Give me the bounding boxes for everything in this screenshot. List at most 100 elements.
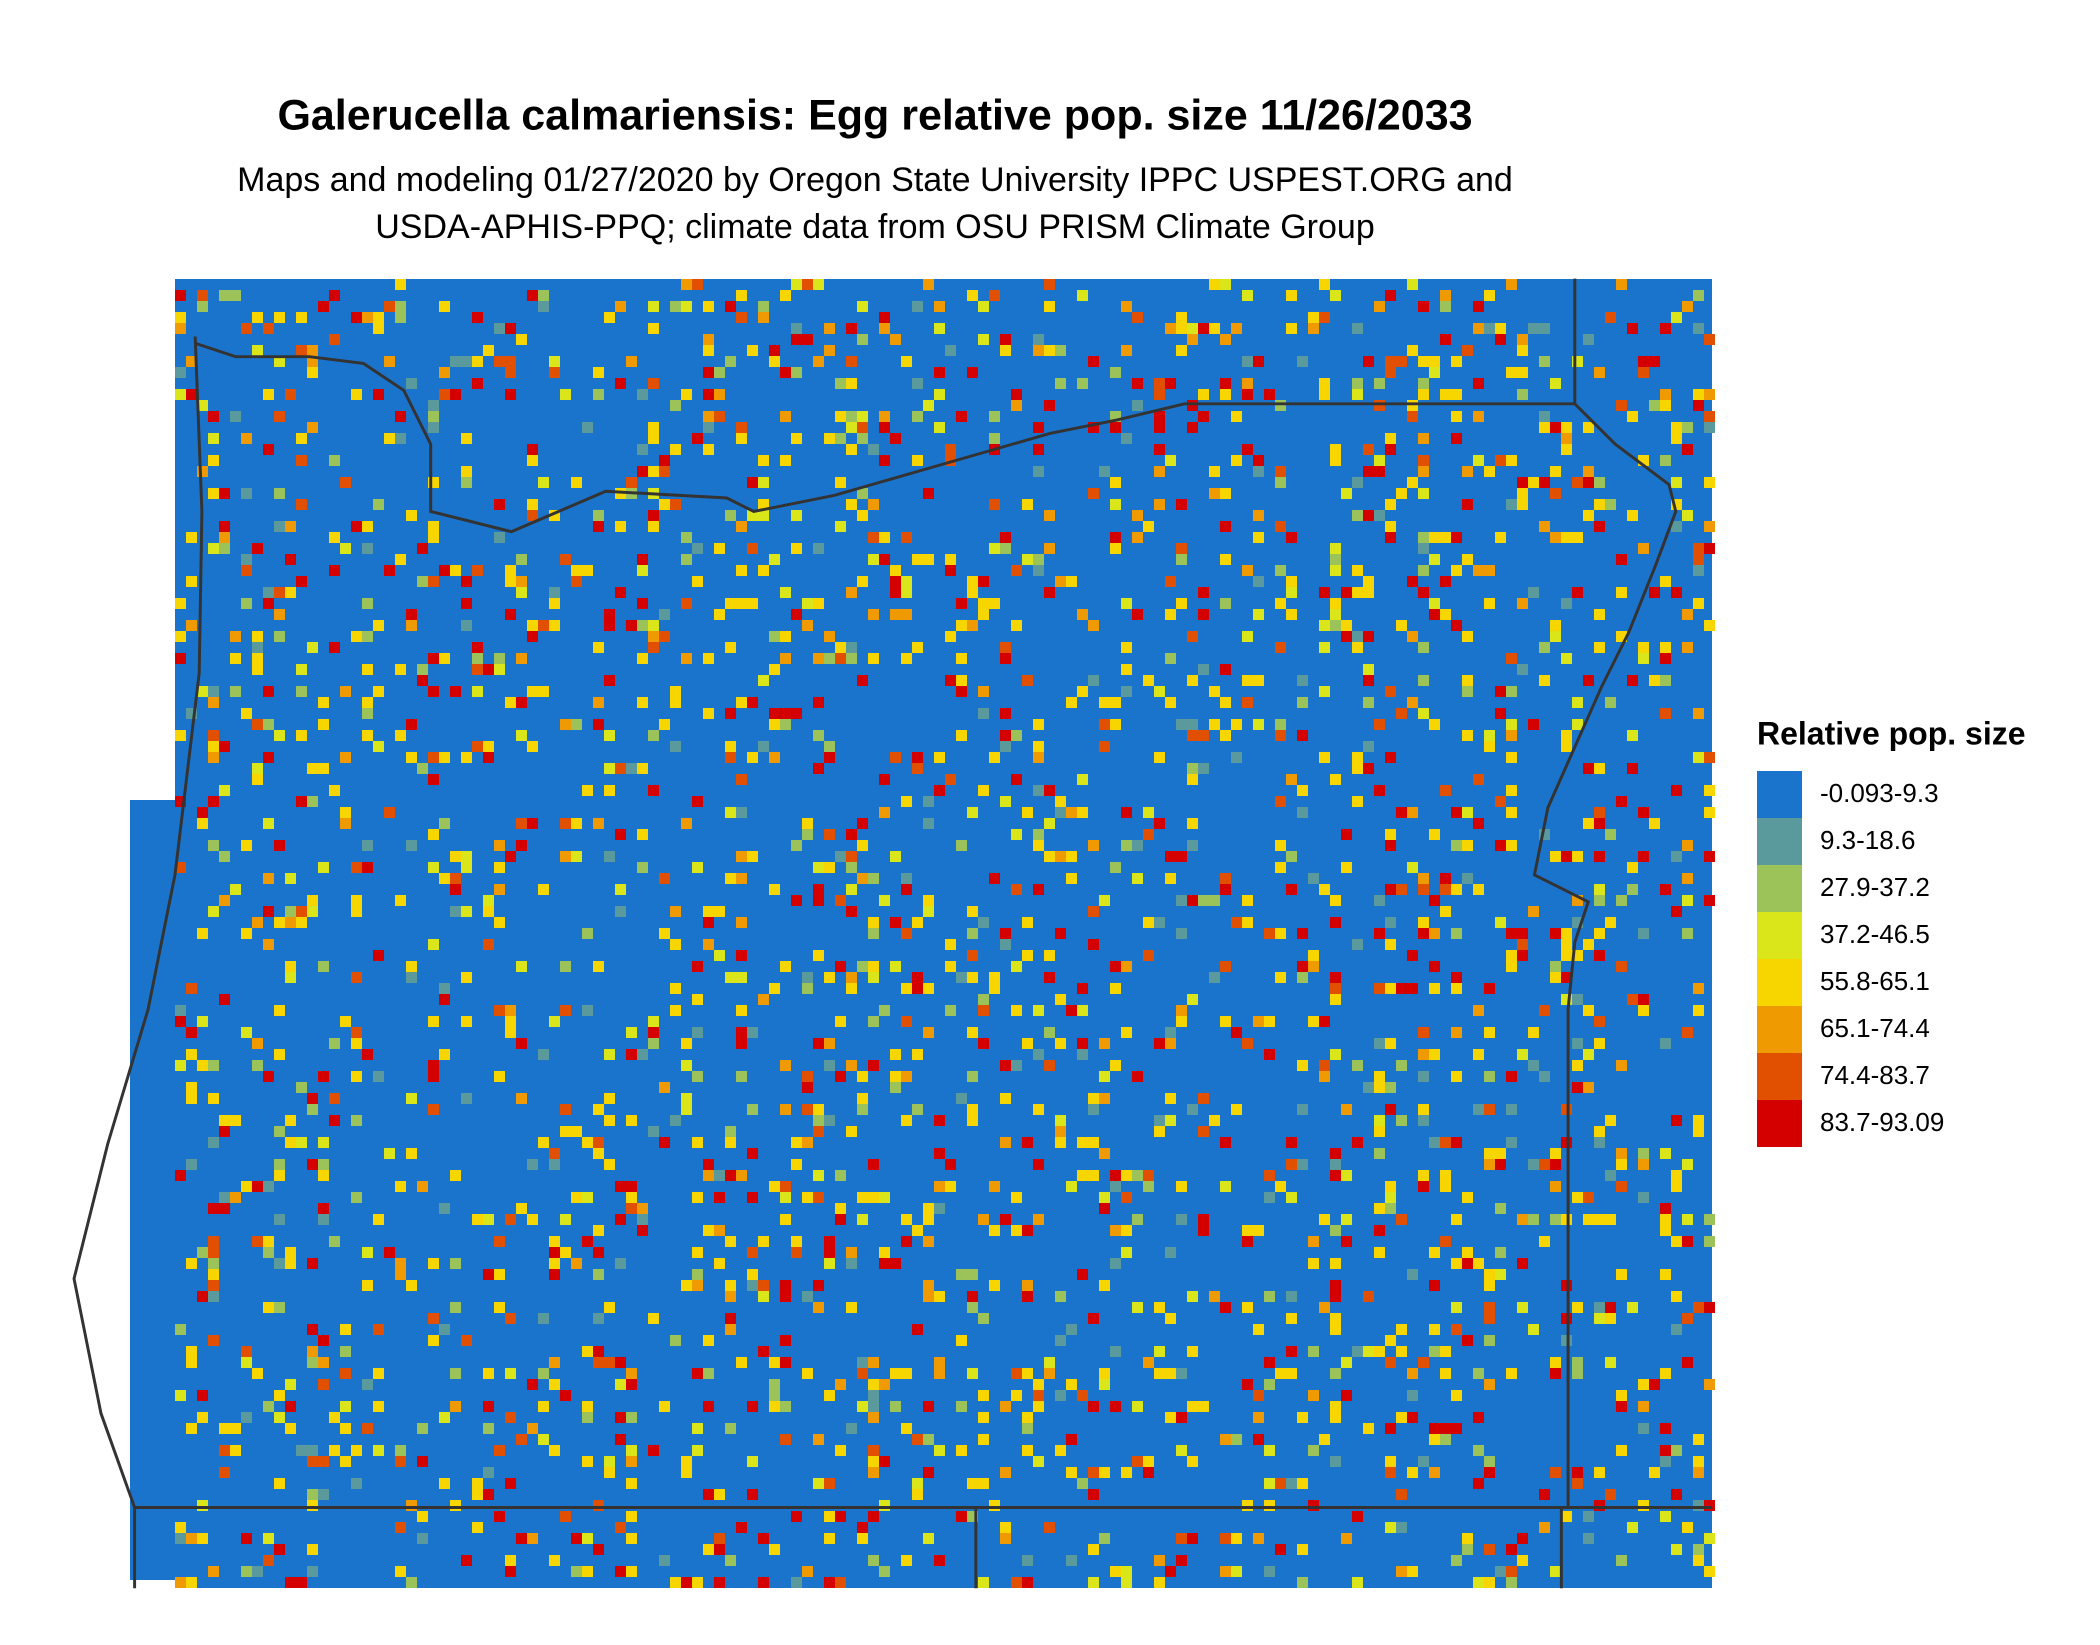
raster-cell — [659, 631, 670, 642]
raster-cell — [1231, 323, 1242, 334]
raster-cell — [1572, 1357, 1583, 1368]
raster-cell — [978, 1005, 989, 1016]
raster-cell — [296, 796, 307, 807]
raster-cell — [1253, 1225, 1264, 1236]
raster-cell — [802, 1192, 813, 1203]
raster-cell — [1055, 928, 1066, 939]
raster-cell — [549, 356, 560, 367]
raster-cell — [1231, 1104, 1242, 1115]
raster-cell — [1033, 840, 1044, 851]
raster-cell — [1000, 334, 1011, 345]
raster-cell — [1363, 763, 1374, 774]
raster-cell — [1242, 389, 1253, 400]
raster-cell — [439, 1049, 450, 1060]
raster-cell — [494, 917, 505, 928]
raster-cell — [1429, 983, 1440, 994]
raster-cell — [747, 851, 758, 862]
raster-cell — [560, 1247, 571, 1258]
raster-cell — [263, 686, 274, 697]
raster-cell — [1055, 1126, 1066, 1137]
raster-cell — [857, 576, 868, 587]
raster-cell — [296, 730, 307, 741]
raster-cell — [1011, 730, 1022, 741]
raster-cell — [923, 1401, 934, 1412]
raster-cell — [1616, 400, 1627, 411]
raster-cell — [648, 1027, 659, 1038]
raster-cell — [1319, 884, 1330, 895]
raster-cell — [1330, 1148, 1341, 1159]
raster-cell — [791, 334, 802, 345]
raster-cell — [659, 873, 670, 884]
raster-cell — [1220, 1566, 1231, 1577]
raster-cell — [428, 1104, 439, 1115]
raster-cell — [450, 851, 461, 862]
raster-cell — [670, 400, 681, 411]
raster-cell — [791, 1159, 802, 1170]
raster-cell — [527, 1423, 538, 1434]
raster-cell — [1286, 1368, 1297, 1379]
raster-cell — [890, 1082, 901, 1093]
raster-cell — [923, 1214, 934, 1225]
raster-cell — [373, 1071, 384, 1082]
raster-cell — [1011, 620, 1022, 631]
raster-cell — [494, 1071, 505, 1082]
raster-cell — [747, 1148, 758, 1159]
raster-cell — [1187, 840, 1198, 851]
raster-cell — [1121, 1225, 1132, 1236]
raster-cell — [1209, 686, 1220, 697]
raster-cell — [428, 653, 439, 664]
raster-cell — [263, 1302, 274, 1313]
raster-cell — [1418, 378, 1429, 389]
raster-cell — [1275, 719, 1286, 730]
raster-cell — [516, 730, 527, 741]
raster-cell — [1374, 378, 1385, 389]
raster-cell — [450, 906, 461, 917]
raster-cell — [329, 1038, 340, 1049]
raster-cell — [186, 1346, 197, 1357]
legend-label: 37.2-46.5 — [1820, 919, 1930, 949]
raster-cell — [1143, 1456, 1154, 1467]
raster-cell — [263, 1181, 274, 1192]
raster-cell — [626, 1566, 637, 1577]
raster-cell — [659, 1401, 670, 1412]
raster-cell — [1055, 345, 1066, 356]
raster-cell — [1495, 1566, 1506, 1577]
raster-cell — [296, 433, 307, 444]
raster-cell — [296, 1137, 307, 1148]
raster-cell — [1506, 499, 1517, 510]
raster-cell — [813, 1170, 824, 1181]
raster-cell — [1660, 1203, 1671, 1214]
raster-cell — [373, 389, 384, 400]
raster-cell — [1484, 290, 1495, 301]
raster-cell — [1132, 510, 1143, 521]
raster-cell — [219, 741, 230, 752]
raster-cell — [1275, 1368, 1286, 1379]
raster-cell — [252, 1368, 263, 1379]
raster-cell — [1693, 543, 1704, 554]
raster-cell — [186, 1258, 197, 1269]
raster-cell — [384, 1247, 395, 1258]
raster-cell — [824, 1115, 835, 1126]
raster-cell — [516, 1093, 527, 1104]
raster-cell — [1330, 1225, 1341, 1236]
raster-cell — [505, 1005, 516, 1016]
raster-cell — [1000, 543, 1011, 554]
raster-cell — [1253, 675, 1264, 686]
raster-cell — [846, 1060, 857, 1071]
raster-cell — [186, 576, 197, 587]
raster-cell — [1110, 983, 1121, 994]
raster-cell — [769, 1401, 780, 1412]
raster-cell — [1550, 631, 1561, 642]
raster-cell — [1418, 466, 1429, 477]
raster-cell — [1033, 334, 1044, 345]
raster-cell — [758, 1236, 769, 1247]
raster-cell — [351, 862, 362, 873]
raster-cell — [1462, 1192, 1473, 1203]
raster-cell — [428, 1071, 439, 1082]
raster-cell — [1616, 1555, 1627, 1566]
raster-cell — [1385, 884, 1396, 895]
raster-cell — [439, 994, 450, 1005]
raster-cell — [1374, 1038, 1385, 1049]
raster-cell — [1099, 466, 1110, 477]
raster-cell — [1385, 686, 1396, 697]
